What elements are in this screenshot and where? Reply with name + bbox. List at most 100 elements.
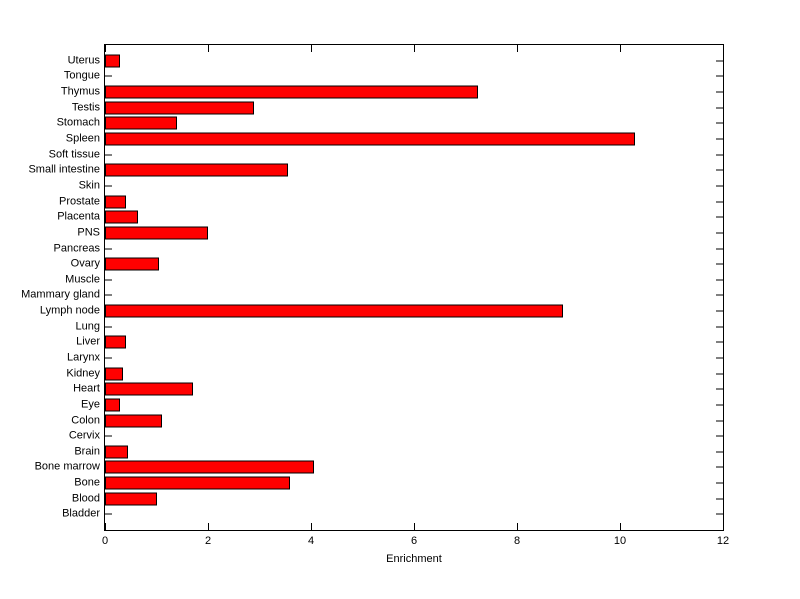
bar-row: Stomach <box>57 116 723 132</box>
y-tick-right <box>716 326 723 328</box>
bar <box>105 132 636 146</box>
bar-row: Uterus <box>68 53 723 69</box>
y-tick-right <box>716 60 723 62</box>
y-tick-left <box>105 357 112 359</box>
category-label: Eye <box>81 398 100 411</box>
category-label: Skin <box>78 179 100 192</box>
y-tick-right <box>716 232 723 234</box>
x-tick-top <box>208 45 209 52</box>
y-tick-right <box>716 75 723 77</box>
category-label: Bone <box>74 476 100 489</box>
x-tick-label: 6 <box>410 535 418 547</box>
category-label: Pancreas <box>53 242 100 254</box>
x-tick-label: 10 <box>613 535 627 547</box>
bar <box>105 398 121 412</box>
bar-row: Soft tissue <box>49 147 723 163</box>
bar-row: Spleen <box>66 131 723 147</box>
bar-row: Kidney <box>66 366 723 382</box>
bar <box>105 335 126 349</box>
bar-row: Larynx <box>67 350 723 366</box>
bar-row: Muscle <box>65 272 723 288</box>
bar-row: Testis <box>72 100 723 116</box>
y-tick-left <box>105 279 112 281</box>
category-label: Lymph node <box>39 304 100 317</box>
bar-row: Bone marrow <box>35 460 723 476</box>
category-label: Bone marrow <box>34 460 100 473</box>
bar-row: Brain <box>74 444 723 460</box>
x-tick-label: 2 <box>204 535 212 547</box>
x-tick-top <box>620 45 621 52</box>
bar <box>105 304 564 318</box>
bar <box>105 445 129 459</box>
x-tick-bottom <box>517 523 518 530</box>
bar-row: PNS <box>77 225 723 241</box>
y-tick-right <box>716 388 723 390</box>
bar <box>105 195 126 209</box>
bar-row: Bladder <box>62 507 723 523</box>
y-tick-right <box>716 373 723 375</box>
category-label: Mammary gland <box>21 288 100 301</box>
x-tick-bottom <box>105 523 106 530</box>
bar <box>105 116 178 130</box>
bar <box>105 85 479 99</box>
category-label: Testis <box>71 101 100 114</box>
bar-row: Blood <box>72 491 723 507</box>
category-label: PNS <box>77 226 100 239</box>
y-tick-left <box>105 185 112 187</box>
category-label: Lung <box>75 320 100 333</box>
category-label: Brain <box>74 445 100 458</box>
category-label: Larynx <box>66 351 100 364</box>
bar-row: Placenta <box>57 209 723 225</box>
x-tick-bottom <box>620 523 621 530</box>
y-tick-right <box>716 513 723 515</box>
y-tick-left <box>105 294 112 296</box>
category-label: Small intestine <box>28 163 100 176</box>
x-tick-label: 12 <box>716 535 730 547</box>
bar <box>105 414 162 428</box>
bar-row: Thymus <box>61 84 723 100</box>
y-tick-right <box>716 279 723 281</box>
x-tick-bottom <box>723 523 724 530</box>
y-tick-right <box>716 451 723 453</box>
category-label: Tongue <box>63 69 100 82</box>
bar <box>105 367 124 381</box>
x-tick-top <box>311 45 312 52</box>
y-tick-right <box>716 482 723 484</box>
y-tick-right <box>716 201 723 203</box>
category-label: Heart <box>73 382 100 395</box>
y-tick-right <box>716 498 723 500</box>
y-tick-left <box>105 75 112 77</box>
category-label: Spleen <box>65 132 100 145</box>
plot-area: Uterus Tongue Thymus Testis Stomach Spleen Sof… <box>21 44 729 565</box>
y-tick-left <box>105 435 112 437</box>
bar <box>105 101 255 115</box>
bar-row: Prostate <box>59 194 723 210</box>
bar <box>105 210 139 224</box>
bar <box>105 163 288 177</box>
category-label: Placenta <box>57 210 100 223</box>
category-label: Kidney <box>66 367 100 380</box>
bar-row: Skin <box>79 178 723 194</box>
bar <box>105 257 160 271</box>
y-tick-right <box>716 138 723 140</box>
x-tick-bottom <box>414 523 415 530</box>
bar-row: Small intestine <box>28 162 723 178</box>
y-tick-right <box>716 435 723 437</box>
category-label: Thymus <box>60 85 100 98</box>
y-tick-right <box>716 169 723 171</box>
category-label: Muscle <box>65 273 100 286</box>
y-tick-right <box>716 357 723 359</box>
bar <box>105 492 157 506</box>
bar-row: Pancreas <box>54 241 723 257</box>
category-label: Bladder <box>62 507 100 520</box>
category-label: Cervix <box>68 429 100 442</box>
y-tick-left <box>105 154 112 156</box>
bar-row: Liver <box>76 335 723 351</box>
y-tick-right <box>716 466 723 468</box>
bar-row: Eye <box>81 397 723 413</box>
bar-rows-container: Uterus Tongue Thymus Testis Stomach Spleen Sof… <box>21 53 723 523</box>
category-label: Blood <box>71 492 100 505</box>
category-label: Liver <box>76 335 100 348</box>
bar-row: Heart <box>73 381 723 397</box>
